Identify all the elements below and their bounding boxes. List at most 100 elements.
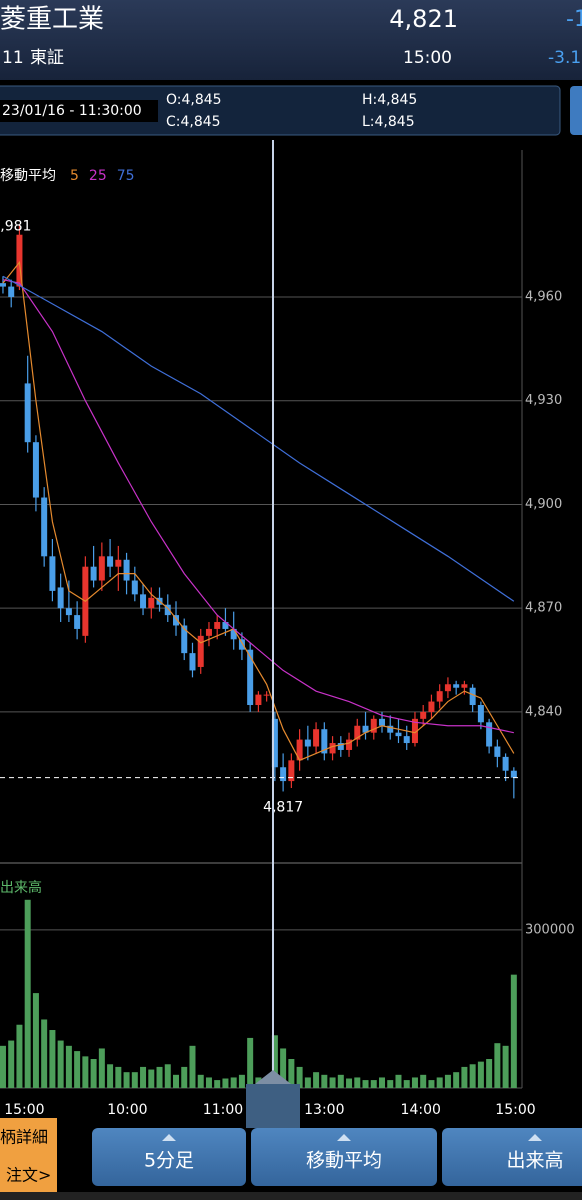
candle-body [57,587,64,609]
candle-body [329,743,336,754]
candle-body [477,705,484,723]
low-label: 4,817 [263,799,303,815]
volume-title: 出来高 [0,879,42,896]
candle-body [247,649,254,706]
high-label: 4,981 [0,218,31,234]
change-pct: -3.1 [548,48,581,68]
candle-body [222,622,229,629]
candle-body [173,615,180,626]
volume-bar [173,1074,180,1088]
volume-bar [32,993,39,1088]
volume-bar [222,1078,229,1088]
candle-body [510,770,517,778]
volume-bar [271,1035,278,1088]
volume-bar [420,1074,427,1088]
interval-button[interactable] [92,1128,246,1186]
candle-body [16,234,23,287]
datetime-box [0,100,158,122]
candle-body [181,625,188,654]
volume-bar [238,1074,245,1088]
candle-body [461,684,468,688]
volume-bar [148,1069,155,1088]
candle-body [420,711,427,719]
candle-body [131,580,138,595]
candle-body [148,597,155,609]
x-tick-label: 10:00 [107,1102,147,1118]
volume-bar [8,1040,15,1088]
candle-body [205,628,212,636]
candle-body [411,718,418,744]
candle-body [321,729,328,754]
candle-body [296,739,303,761]
high: H:4,845 [362,92,417,108]
candle-body [428,701,435,712]
ma-line [2,279,514,734]
handle-arrow [255,1070,291,1084]
volume-bar [411,1077,418,1088]
market: 東証 [30,48,64,68]
volume-bar [346,1078,353,1088]
candle-body [403,736,410,744]
candle-body [444,684,451,692]
candle-body [123,559,130,581]
volume-bar [494,1043,501,1088]
candle-body [436,691,443,702]
price: 4,821 [389,5,458,33]
ma-button[interactable] [251,1128,437,1186]
volume-bar [379,1077,386,1088]
y-tick-label: 4,930 [525,393,562,408]
x-tick-label: 13:00 [304,1102,344,1118]
volume-bar [164,1064,171,1088]
candle-body [263,694,270,696]
volume-bar [0,1045,6,1088]
candle-body [98,556,105,581]
volume-bar [49,1030,56,1088]
low: L:4,845 [362,114,415,130]
volume-bar [288,1059,295,1088]
ma-label: 移動平均 [306,1150,382,1172]
legend-entry: 5 [70,168,79,184]
x-tick-label: 11:00 [203,1102,243,1118]
time: 15:00 [403,48,452,68]
candle-body [49,556,56,591]
volume-bar [123,1072,130,1088]
volume-bar [354,1077,361,1088]
volume-bar [296,1066,303,1088]
volume-bar [395,1074,402,1088]
candle-body [469,687,476,706]
crosshair-handle[interactable] [246,1084,300,1128]
volume-bar [403,1080,410,1088]
volume-bar [197,1074,204,1088]
legend-entry: 25 [89,168,107,184]
close: C:4,845 [166,114,221,130]
candle-body [41,497,48,557]
candle-body [8,286,15,297]
volume-bar [469,1064,476,1088]
candle-body [337,743,344,750]
x-tick-label: 15:00 [495,1102,535,1118]
candle-body [74,615,81,629]
detail-button[interactable] [0,1118,57,1200]
candle-body [107,556,114,567]
volume-bar [502,1045,509,1088]
y-tick-label: 4,840 [525,704,562,719]
volume-bar [304,1077,311,1088]
volume-bar [74,1051,81,1088]
volume-button[interactable] [442,1128,582,1186]
volume-bar [428,1080,435,1088]
volume-bar [337,1074,344,1088]
info-toggle[interactable] [570,86,582,135]
legend-title: 移動平均 [0,168,56,184]
volume-bar [247,1037,254,1088]
candle-body [453,684,460,688]
y-tick-label: 4,870 [525,601,562,616]
candle-body [395,732,402,737]
candle-body [494,746,501,757]
y-tick-label: 4,900 [525,497,562,512]
open: O:4,845 [166,92,222,108]
volume-bar [156,1066,163,1088]
bottom-strip [0,1192,582,1200]
candle-body [90,566,97,581]
candle-body [0,283,6,287]
